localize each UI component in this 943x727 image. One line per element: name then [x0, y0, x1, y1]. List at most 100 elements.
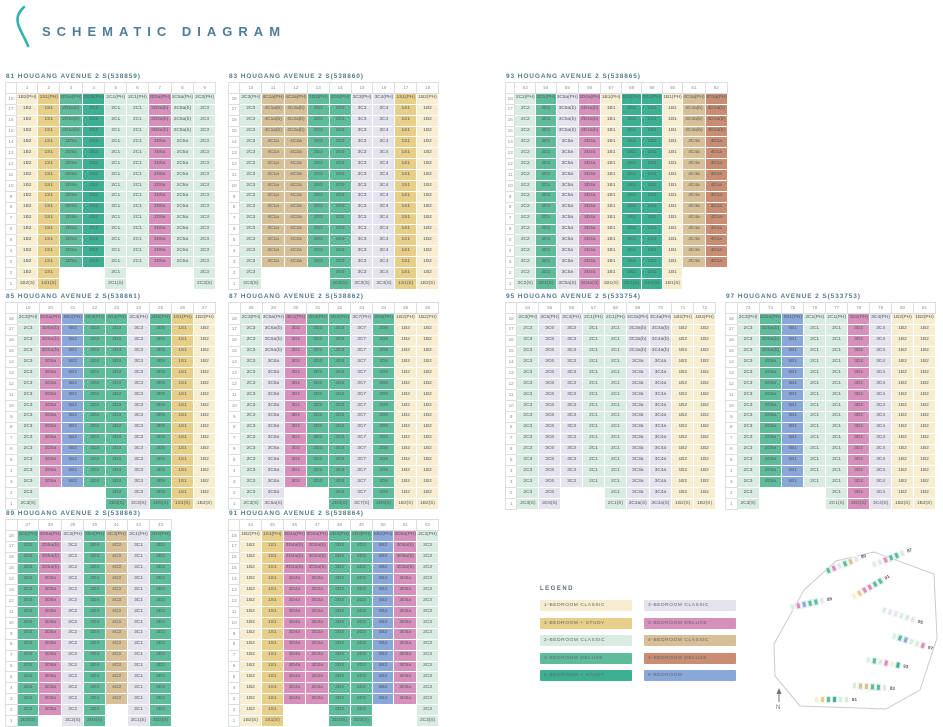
unit-cell: 3C6a	[261, 454, 286, 467]
unit-cell: 1B1	[661, 190, 684, 203]
unit-cell: 5B2	[61, 432, 85, 445]
unit-cell: 1S1	[394, 234, 418, 247]
unit-cell: 2D3	[306, 125, 330, 138]
unit-cell: 2C1	[104, 147, 128, 160]
unit-cell: 2D4	[83, 649, 107, 662]
unit-cell: 2D4(S)	[83, 715, 107, 727]
unit-cell: 1B2	[912, 356, 937, 369]
stack-header-cell: 75	[781, 302, 805, 314]
unit-cell: 2C1	[126, 201, 149, 214]
unit-cell: 3C7	[350, 378, 374, 391]
unit-cell: 1B2	[891, 410, 914, 423]
floor-label-cell: 14	[227, 573, 241, 586]
unit-cell: 2D3	[349, 595, 373, 608]
unit-cell: 2S2	[81, 234, 106, 247]
unit-cell: 3C1	[127, 627, 150, 640]
floor-label-cell: 12	[504, 158, 516, 171]
unit-cell: 5B1	[781, 356, 805, 369]
unit-cell: 2D5	[149, 465, 173, 478]
unit-cell: 2C3	[16, 476, 40, 489]
unit-cell: 3C4	[869, 400, 893, 412]
unit-cell: 3D1	[284, 410, 308, 423]
unit-cell: 3D5a	[38, 627, 63, 640]
unit-cell: 2C1	[803, 356, 827, 369]
unit-cell: 2D5	[149, 432, 173, 445]
legend-item: 4-BEDROOM DELUXE	[644, 652, 736, 664]
unit-cell: 1B2	[394, 410, 418, 423]
unit-cell: 1B2	[671, 345, 695, 358]
unit-cell: 3C3	[560, 378, 584, 391]
unit-cell: 2D3	[306, 147, 330, 160]
unit-cell: 4C4a(b)	[682, 125, 706, 138]
unit-cell: 1B2	[239, 606, 262, 619]
unit-cell: 2C3	[736, 410, 760, 423]
unit-cell: 2C2	[514, 180, 537, 192]
unit-cell: 2S2	[81, 212, 106, 225]
unit-cell: 2S1	[620, 136, 643, 149]
stack-header-cell: 30	[284, 302, 308, 314]
unit-cell: 3C1	[127, 693, 150, 706]
blank-cell	[83, 498, 107, 510]
stack-header-cell: 80	[891, 302, 914, 314]
unit-cell: 2C1	[582, 323, 605, 336]
unit-cell: 2D5a(b)	[59, 114, 83, 127]
blank-cell	[81, 278, 106, 290]
unit-cell: 3D2	[847, 367, 871, 380]
unit-cell: 2S2	[81, 180, 106, 192]
unit-cell: 2S1	[620, 212, 643, 225]
blank-cell	[306, 498, 330, 510]
floor-label-cell: 1	[5, 715, 18, 727]
stack-header-cell: 66	[560, 302, 584, 314]
unit-cell: 3C6	[538, 410, 562, 423]
legend-item: 1-BEDROOM CLASSIC	[540, 600, 632, 611]
unit-cell: 3C3	[560, 334, 584, 347]
unit-cell: 1B2(S)	[891, 498, 914, 510]
unit-cell: 3C3	[127, 487, 151, 500]
unit-cell: 1S1	[394, 245, 418, 258]
unit-cell: 5B2	[61, 345, 85, 358]
unit-cell: 2C3	[516, 334, 540, 347]
floor-label-cell: 8	[227, 201, 241, 214]
unit-cell: 2C5a	[170, 190, 195, 203]
unit-cell: 3D5a(b)	[393, 540, 418, 553]
unit-cell: 2C3	[193, 103, 216, 116]
unit-cell: 2D3	[349, 660, 373, 673]
unit-cell: 1S1	[37, 234, 61, 247]
stack-header-cell: 7	[147, 82, 172, 94]
unit-cell: 1S1	[260, 693, 284, 706]
stack-header-cell: 50	[371, 519, 395, 531]
unit-cell: 2C1	[803, 421, 827, 434]
unit-cell: 2C3	[239, 334, 263, 347]
unit-cell: 2D2(PH)	[148, 529, 173, 542]
unit-cell: 3D5a	[147, 136, 172, 149]
unit-cell: 2D3	[349, 704, 373, 717]
floor-label-cell: 10	[228, 400, 241, 412]
unit-cell: 2C2	[514, 267, 537, 280]
unit-cell: 1B2	[891, 432, 914, 445]
unit-cell: 2D3(S)	[349, 715, 373, 727]
unit-cell: 2D5(S)	[149, 498, 173, 510]
unit-cell: 1B2	[671, 421, 695, 434]
unit-cell: 3C3	[560, 389, 584, 402]
floor-label-cell: 18	[5, 312, 18, 325]
unit-cell: 5B2	[371, 660, 395, 673]
unit-cell: 2D3	[328, 476, 352, 489]
unit-cell: 2D3	[83, 432, 107, 445]
legend-label: 1-BEDROOM + STUDY	[544, 620, 605, 626]
unit-cell: 5B2(PH)	[371, 529, 395, 542]
floor-label-cell: 13	[504, 147, 516, 160]
floor-label-cell: 7	[228, 432, 241, 445]
unit-cell: 4C1a	[261, 223, 286, 236]
unit-cell: 3D4a	[578, 180, 602, 192]
unit-cell: 3D2	[847, 356, 871, 369]
unit-cell: 5B2	[61, 389, 85, 402]
unit-cell: 1B2	[394, 476, 418, 489]
unit-cell: 1B2	[15, 223, 39, 236]
unit-cell: 2D3	[328, 190, 352, 203]
unit-cell: 3C3	[560, 410, 584, 423]
unit-cell: 5B2	[371, 638, 395, 651]
unit-cell: 2C3	[239, 267, 263, 280]
unit-cell: 1B1	[600, 256, 622, 269]
unit-cell: 3C7	[350, 400, 374, 412]
corner-cell	[5, 82, 17, 94]
